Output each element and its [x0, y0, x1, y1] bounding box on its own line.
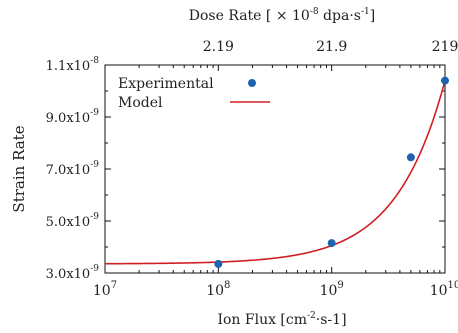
- y-axis-ticks: 3.0x10-9 5.0x10-9 7.0x10-9 9.0x10-9 1.1x10-8: [46, 56, 445, 282]
- x-tick-label: 107: [93, 280, 117, 299]
- y-tick-label: 1.1x10-8: [46, 56, 100, 74]
- y-tick-label: 5.0x10-9: [46, 212, 100, 230]
- top-axis-ticks: 2.19 21.9 219: [105, 39, 458, 71]
- x-axis-ticks: 107 108 109 1010: [93, 267, 458, 299]
- y-axis-label: Strain Rate: [10, 125, 28, 212]
- data-point: [407, 153, 415, 161]
- legend: Experimental Model: [118, 76, 270, 111]
- x-axis-label: Ion Flux [cm-2·s-1]: [217, 311, 346, 328]
- top-tick-label: 219: [432, 39, 458, 55]
- legend-marker-experimental: [248, 79, 256, 87]
- x-tick-label: 1010: [430, 280, 458, 299]
- y-tick-label: 9.0x10-9: [46, 108, 100, 126]
- top-tick-label: 2.19: [203, 39, 234, 55]
- top-tick-label: 21.9: [316, 39, 347, 55]
- data-point: [441, 77, 449, 85]
- legend-label-experimental: Experimental: [118, 76, 214, 92]
- model-curve: [105, 62, 450, 263]
- legend-label-model: Model: [118, 95, 163, 111]
- x-tick-label: 109: [320, 280, 344, 299]
- x-tick-label: 108: [206, 280, 230, 299]
- experimental-points: [214, 77, 449, 268]
- data-point: [328, 239, 336, 247]
- top-axis-label: Dose Rate [ × 10-8 dpa·s-1]: [189, 7, 375, 24]
- data-point: [214, 260, 222, 268]
- y-tick-label: 3.0x10-9: [46, 264, 100, 282]
- y-tick-label: 7.0x10-9: [46, 160, 100, 178]
